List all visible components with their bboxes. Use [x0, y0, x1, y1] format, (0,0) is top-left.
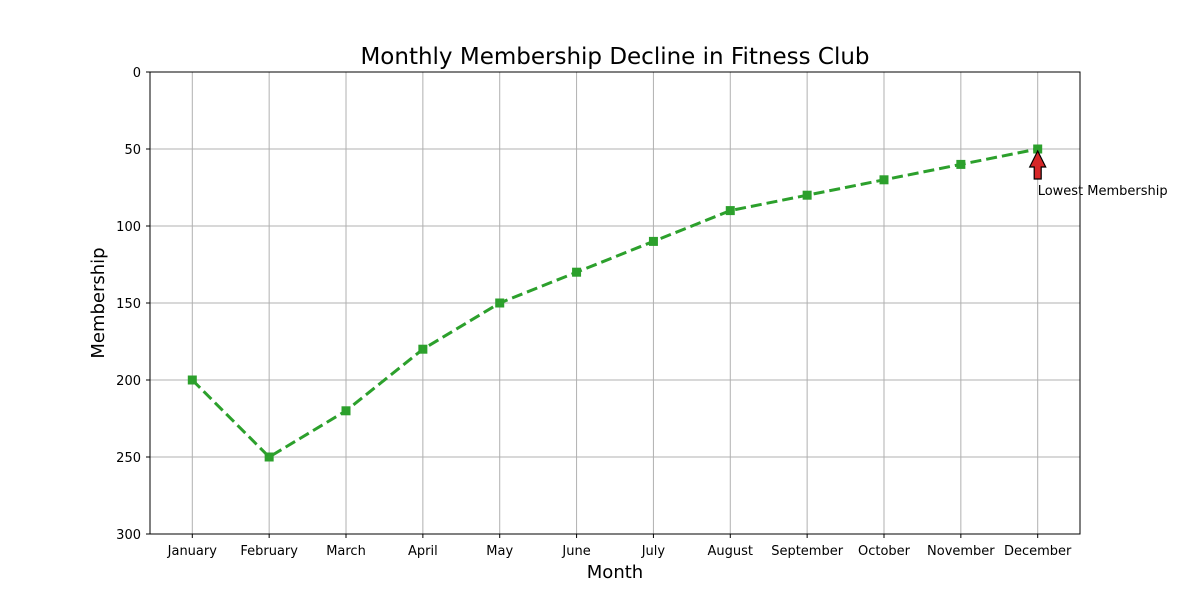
data-point-marker: [341, 406, 351, 416]
x-tick-label: November: [927, 544, 995, 559]
x-tick-label: June: [561, 544, 590, 559]
y-tick-label: 250: [116, 451, 141, 466]
x-tick-label: July: [641, 544, 666, 559]
series-membership: [187, 144, 1043, 462]
y-tick-label: 150: [116, 297, 141, 312]
data-point-marker: [956, 159, 966, 169]
data-point-marker: [879, 175, 889, 185]
grid-lines: [150, 71, 1080, 535]
data-point-marker: [1033, 144, 1043, 154]
chart-title: Monthly Membership Decline in Fitness Cl…: [360, 44, 869, 70]
y-axis-ticks: 0 50 100 150 200 250 300: [116, 66, 150, 543]
x-tick-label: March: [326, 544, 366, 559]
x-tick-label: December: [1004, 544, 1072, 559]
x-axis-label: Month: [587, 562, 643, 583]
y-tick-label: 300: [116, 528, 141, 543]
x-tick-label: May: [486, 544, 513, 559]
y-tick-label: 50: [124, 143, 141, 158]
annotation: Lowest Membership: [1028, 149, 1168, 199]
data-point-marker: [802, 190, 812, 200]
x-tick-label: September: [771, 544, 844, 559]
x-tick-label: February: [240, 544, 298, 559]
data-point-marker: [648, 236, 658, 246]
x-tick-label: August: [708, 544, 754, 559]
data-point-marker: [572, 267, 582, 277]
y-tick-label: 0: [133, 66, 141, 81]
data-point-marker: [495, 298, 505, 308]
x-tick-label: October: [858, 544, 911, 559]
data-point-marker: [418, 344, 428, 354]
annotation-label: Lowest Membership: [1038, 184, 1168, 199]
x-tick-label: January: [167, 544, 218, 559]
y-tick-label: 200: [116, 374, 141, 389]
data-point-marker: [264, 452, 274, 462]
x-tick-label: April: [408, 544, 438, 559]
data-point-marker: [725, 206, 735, 216]
annotation-arrow: [1028, 149, 1047, 180]
x-axis-ticks: January February March April May June July Augu…: [167, 534, 1072, 559]
data-point-marker: [187, 375, 197, 385]
y-tick-label: 100: [116, 220, 141, 235]
y-axis-label: Membership: [88, 247, 109, 358]
series-line: [191, 147, 1038, 459]
